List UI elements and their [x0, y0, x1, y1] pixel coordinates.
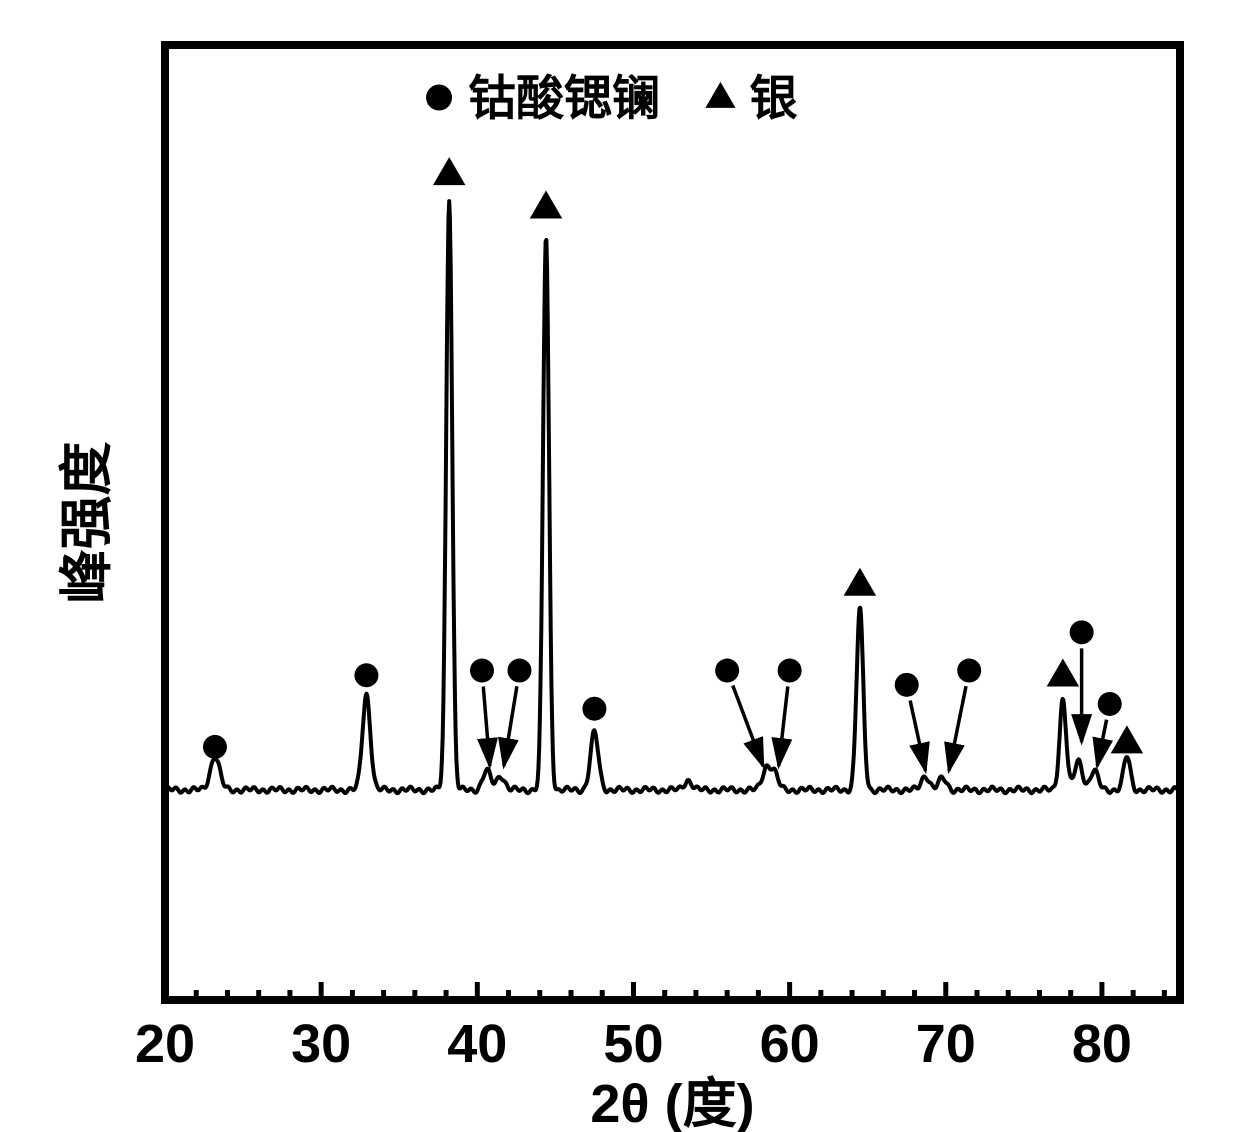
marker-circle-icon	[957, 659, 981, 683]
peak-arrow	[779, 686, 788, 766]
legend: 钴酸锶镧 银	[468, 72, 797, 125]
peak-arrow	[483, 686, 490, 766]
xrd-chart: 20 30 40 50 60 70 80 2θ (度) 峰强度 钴酸锶镧 银	[0, 0, 1240, 1132]
x-tick-label: 70	[916, 1014, 976, 1074]
peak-arrow	[504, 686, 517, 766]
peak-arrow	[1097, 720, 1106, 766]
marker-triangle-icon	[705, 82, 735, 108]
marker-triangle-icon	[844, 568, 876, 596]
legend-label: 钴酸锶镧	[468, 72, 660, 125]
marker-circle-icon	[778, 659, 802, 683]
x-tick-label: 50	[603, 1014, 663, 1074]
marker-circle-icon	[354, 663, 378, 687]
marker-triangle-icon	[1111, 725, 1143, 753]
x-tick-label: 20	[135, 1014, 195, 1074]
marker-triangle-icon	[530, 191, 562, 219]
x-tick-label: 40	[447, 1014, 507, 1074]
marker-triangle-icon	[433, 157, 465, 185]
peak-arrow	[733, 686, 763, 767]
marker-circle-icon	[1098, 692, 1122, 716]
marker-circle-icon	[1070, 620, 1094, 644]
x-axis-label: 2θ (度)	[590, 1074, 754, 1132]
y-axis-label: 峰强度	[57, 442, 117, 604]
legend-label: 银	[749, 72, 797, 125]
marker-triangle-icon	[1047, 659, 1079, 687]
x-tick-label: 80	[1072, 1014, 1132, 1074]
marker-circle-icon	[470, 659, 494, 683]
marker-circle-icon	[715, 659, 739, 683]
marker-circle-icon	[895, 673, 919, 697]
marker-circle-icon	[426, 85, 452, 111]
marker-circle-icon	[203, 735, 227, 759]
marker-circle-icon	[507, 659, 531, 683]
chart-svg: 20 30 40 50 60 70 80 2θ (度) 峰强度 钴酸锶镧 银	[0, 0, 1240, 1132]
marker-circle-icon	[582, 697, 606, 721]
x-tick-label: 30	[291, 1014, 351, 1074]
xrd-trace	[165, 201, 1180, 793]
peak-arrow	[910, 700, 925, 770]
x-tick-label: 60	[760, 1014, 820, 1074]
peak-arrow	[949, 686, 966, 771]
plot-border	[165, 45, 1180, 1000]
